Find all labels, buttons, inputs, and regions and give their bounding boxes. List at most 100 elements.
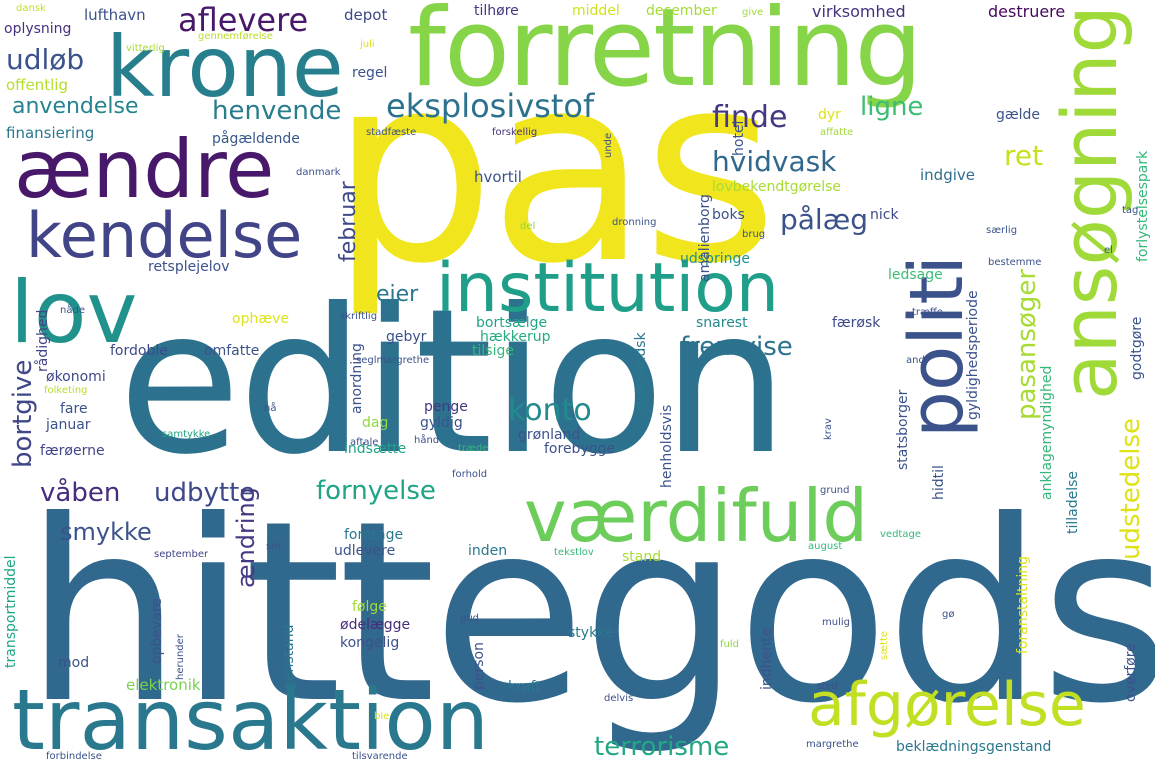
cloud-word: ophæve (232, 311, 289, 327)
cloud-word: stand (622, 549, 662, 565)
cloud-word: lovbekendtgørelse (712, 179, 842, 195)
cloud-word: fornyelse (316, 476, 436, 506)
cloud-word: følge (352, 599, 387, 615)
cloud-word: ledsage (888, 267, 943, 283)
cloud-word: juli (360, 39, 375, 50)
cloud-word: inden (468, 543, 508, 559)
cloud-word: september (154, 549, 209, 560)
cloud-word: brug (742, 229, 766, 240)
cloud-word: elektronik (126, 676, 201, 694)
cloud-word: stykke (568, 625, 614, 641)
cloud-word: fuld (720, 639, 739, 650)
cloud-word: pas (330, 19, 778, 321)
cloud-word: ret (1004, 139, 1044, 172)
cloud-word: grønland (518, 427, 581, 443)
cloud-word: dag (362, 415, 389, 431)
cloud-word: hittegods (24, 467, 1155, 758)
cloud-word: udbytte (154, 478, 256, 508)
cloud-word: ændring (232, 487, 260, 588)
cloud-word: godtgøre (1129, 316, 1145, 380)
cloud-word: nick (870, 207, 899, 223)
cloud-word: omfatte (204, 343, 260, 359)
cloud-word: kongelig (340, 635, 400, 651)
cloud-word: smykke (60, 518, 152, 546)
cloud-word: snarest (696, 315, 748, 331)
cloud-word: fare (60, 401, 88, 417)
cloud-word: oplysning (4, 21, 72, 37)
cloud-word: dansk (16, 3, 46, 14)
cloud-word: våben (40, 478, 121, 508)
cloud-word: sted (816, 681, 838, 692)
cloud-word: ændre (14, 123, 275, 216)
cloud-word: forretning (408, 0, 923, 111)
cloud-word: gyldig (420, 415, 463, 431)
cloud-word: middel (572, 3, 620, 19)
cloud-word: ansøgning (1045, 5, 1134, 400)
cloud-word: udspringe (680, 251, 750, 267)
cloud-word: ligne (860, 92, 924, 122)
cloud-word: aflevere (178, 1, 309, 39)
cloud-word: delvis (604, 693, 634, 704)
cloud-word: virksomhed (812, 2, 906, 21)
cloud-word: indhente (759, 627, 775, 690)
cloud-word: transportmiddel (3, 555, 19, 669)
cloud-word: bortsælge (476, 315, 548, 331)
cloud-word: herunder (175, 634, 186, 680)
cloud-word: boks (712, 207, 745, 223)
cloud-word: seglmargrethe (356, 355, 430, 366)
cloud-word: statsborger (895, 389, 911, 470)
cloud-word: amalienborg (697, 194, 713, 282)
cloud-word: lufthavn (84, 6, 146, 24)
cloud-word: overføre (1123, 643, 1139, 702)
cloud-word: pasansøger (1012, 268, 1042, 420)
cloud-word: ejer (376, 282, 419, 307)
cloud-word: dronning (612, 217, 657, 228)
cloud-word: henvende (212, 96, 342, 126)
cloud-word: pågældende (212, 131, 300, 147)
cloud-word: tag (1122, 205, 1139, 216)
cloud-word: anordning (349, 343, 365, 414)
cloud-word: danmark (296, 167, 341, 178)
cloud-word: vedtage (880, 529, 921, 540)
cloud-word: eksplosivstof (386, 87, 595, 125)
cloud-word: sin (266, 541, 281, 552)
cloud-word: ødelægge (340, 617, 411, 633)
cloud-word: del (520, 221, 536, 232)
cloud-word: affatte (820, 127, 854, 138)
cloud-word: januar (46, 417, 91, 433)
cloud-word: udstedelse (1116, 418, 1146, 560)
cloud-word: indsætte (344, 441, 407, 457)
cloud-word: forhold (452, 469, 488, 480)
cloud-word: hvortil (474, 168, 522, 186)
cloud-word: indgive (920, 166, 975, 184)
cloud-word: gennemførelse (198, 31, 273, 42)
cloud-word: offentlig (6, 76, 68, 94)
cloud-word: anklagemyndighed (1039, 365, 1055, 500)
cloud-word: folketing (44, 385, 88, 396)
cloud-word: bestemme (988, 257, 1042, 268)
cloud-word: hotel (731, 120, 747, 156)
cloud-word: rådighed (35, 309, 51, 372)
cloud-word: færøerne (40, 443, 105, 459)
cloud-word: el (1104, 245, 1113, 256)
cloud-word: edition (118, 266, 789, 499)
cloud-word: and (906, 355, 925, 366)
cloud-word: særlig (986, 225, 1018, 236)
cloud-word: færøsk (832, 315, 881, 331)
cloud-word: forbindelse (46, 751, 102, 762)
cloud-word: konto (508, 393, 592, 428)
cloud-word: foranstaltning (1015, 556, 1031, 654)
cloud-word: gælde (996, 107, 1041, 123)
cloud-word: genstand (281, 624, 297, 691)
cloud-word: værdifuld (524, 474, 869, 558)
cloud-word: gebyr (386, 329, 427, 345)
cloud-word: grønlandsk (633, 332, 649, 410)
cloud-word: mod (58, 655, 90, 671)
cloud-word: unde (603, 132, 614, 158)
cloud-word: krone (106, 18, 344, 116)
cloud-word: december (646, 3, 717, 19)
cloud-word: nå (264, 403, 277, 414)
cloud-word: skriftlig (340, 311, 378, 322)
cloud-word: kendelse (26, 199, 303, 272)
